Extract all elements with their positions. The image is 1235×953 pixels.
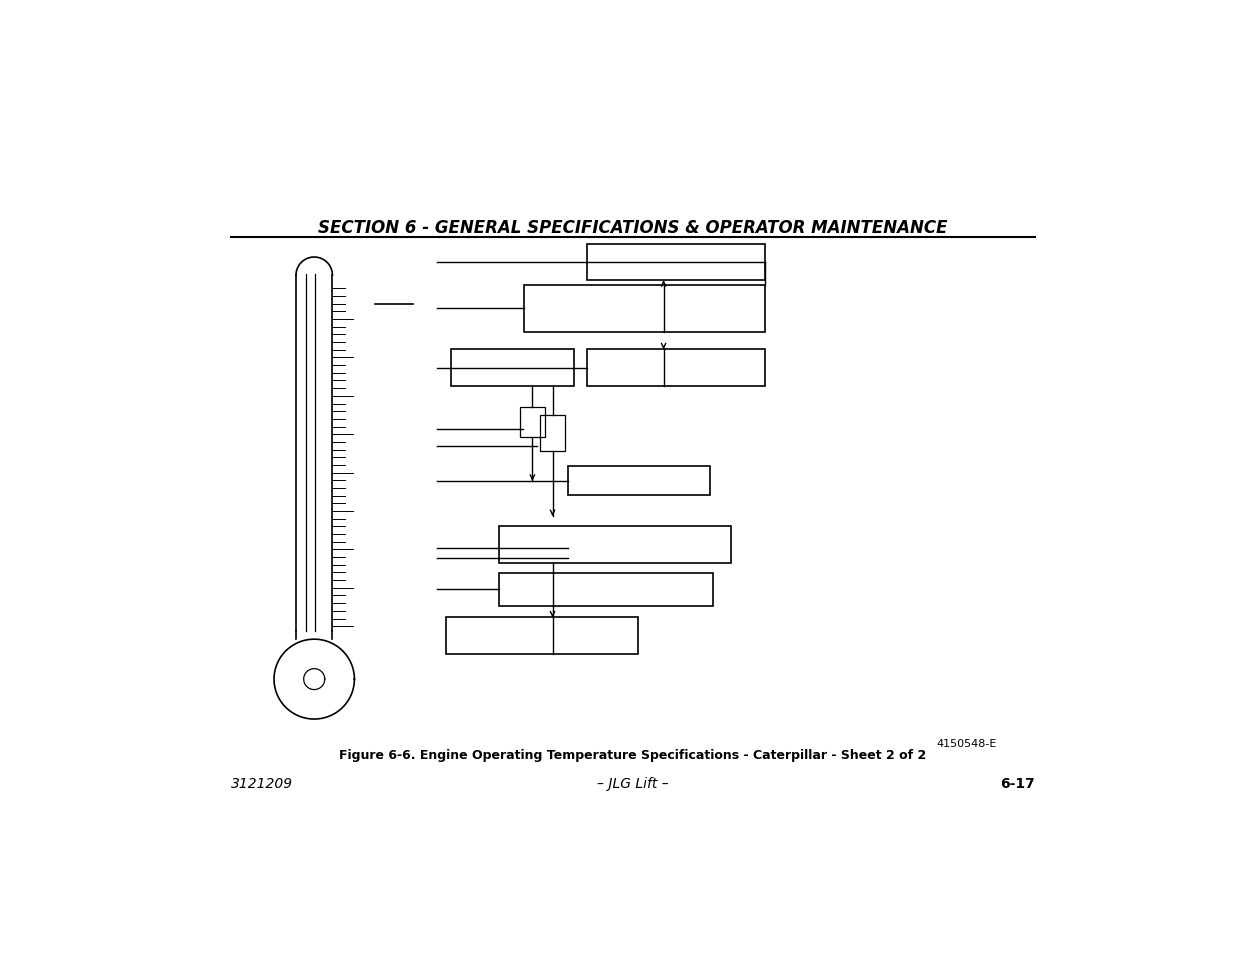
Bar [446, 618, 637, 655]
Text: 3121209: 3121209 [231, 777, 293, 791]
Bar [451, 350, 573, 387]
Text: 6-17: 6-17 [1000, 777, 1035, 791]
Bar [568, 467, 709, 496]
Bar [499, 574, 714, 606]
Bar [587, 350, 764, 387]
Bar [520, 408, 545, 437]
Text: – JLG Lift –: – JLG Lift – [597, 777, 669, 791]
Text: SECTION 6 - GENERAL SPECIFICATIONS & OPERATOR MAINTENANCE: SECTION 6 - GENERAL SPECIFICATIONS & OPE… [319, 219, 947, 237]
Text: Figure 6-6. Engine Operating Temperature Specifications - Caterpillar - Sheet 2 : Figure 6-6. Engine Operating Temperature… [340, 748, 926, 760]
Bar [524, 286, 764, 333]
Bar [540, 416, 564, 452]
Bar [499, 527, 731, 563]
Text: 4150548-E: 4150548-E [936, 739, 997, 748]
Bar [587, 244, 764, 281]
